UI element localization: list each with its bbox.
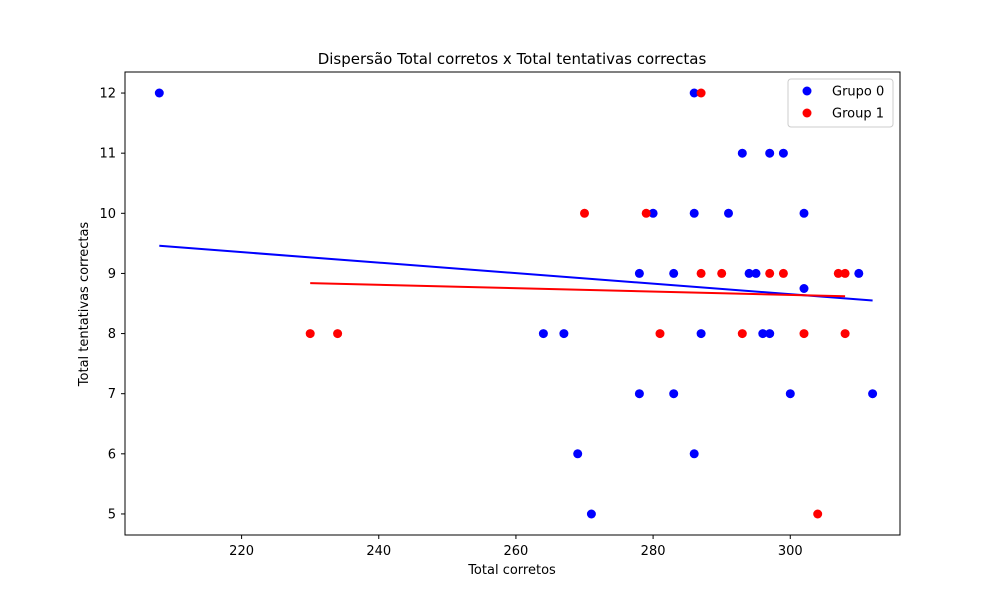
point-series-1-4 <box>717 268 727 278</box>
point-series-0-14 <box>799 284 809 293</box>
point-series-0-24 <box>573 449 583 459</box>
point-series-0-22 <box>785 389 795 399</box>
legend: Grupo 0 Group 1 <box>787 78 894 128</box>
point-series-0-7 <box>724 208 733 218</box>
legend-label-0: Grupo 0 <box>832 85 884 100</box>
chart-title: Dispersão Total corretos x Total tentati… <box>318 50 707 68</box>
point-series-0-11 <box>744 268 754 278</box>
y-axis: 5 6 7 8 9 10 11 12 <box>99 87 125 522</box>
y-axis-title: Total tentativas correctas <box>77 222 92 388</box>
point-series-0-21 <box>669 389 679 399</box>
point-series-1-2 <box>641 208 651 218</box>
point-series-1-1 <box>580 208 589 218</box>
point-series-1-9 <box>305 329 315 339</box>
x-tick-label: 240 <box>366 544 391 559</box>
y-tick-label: 12 <box>99 87 116 102</box>
point-series-1-10 <box>333 329 343 339</box>
x-tick-label: 260 <box>504 544 529 559</box>
point-series-0-23 <box>868 389 878 399</box>
point-series-0-15 <box>538 329 548 339</box>
point-series-1-15 <box>813 509 823 519</box>
y-tick-label: 7 <box>108 387 116 402</box>
legend-frame <box>787 78 894 128</box>
point-series-1-11 <box>655 329 665 339</box>
y-tick-label: 5 <box>108 507 116 522</box>
x-tick-label: 280 <box>641 544 666 559</box>
x-tick-label: 300 <box>778 544 803 559</box>
x-tick-label: 220 <box>229 544 254 559</box>
point-series-1-8 <box>840 268 850 278</box>
point-series-0-13 <box>854 268 864 278</box>
y-tick-label: 8 <box>108 327 116 342</box>
plot-frame <box>124 71 901 536</box>
point-series-0-4 <box>778 148 788 158</box>
point-series-0-18 <box>758 329 768 339</box>
legend-marker-1 <box>802 108 812 118</box>
point-series-0-8 <box>799 208 809 218</box>
point-series-1-6 <box>778 268 788 278</box>
point-series-0-9 <box>634 268 644 278</box>
point-series-0-25 <box>689 449 699 459</box>
point-series-0-20 <box>634 389 644 399</box>
point-series-0-10 <box>669 268 679 278</box>
point-series-1-0 <box>696 88 706 98</box>
point-series-0-2 <box>737 148 747 158</box>
point-series-0-12 <box>751 268 761 278</box>
point-series-1-13 <box>799 329 809 339</box>
point-series-0-5 <box>648 208 658 218</box>
point-series-0-19 <box>765 329 775 339</box>
point-series-0-0 <box>154 88 164 98</box>
point-series-1-14 <box>840 329 850 339</box>
legend-marker-0 <box>802 86 812 96</box>
x-axis-title: Total corretos <box>467 563 556 578</box>
point-series-1-7 <box>833 268 843 278</box>
trend-line-series-0 <box>159 244 873 302</box>
trend-line-series-1 <box>310 282 846 298</box>
y-tick-label: 6 <box>108 447 116 462</box>
point-series-0-3 <box>765 148 775 158</box>
point-series-0-26 <box>586 509 596 519</box>
point-series-0-1 <box>689 88 699 98</box>
y-tick-label: 11 <box>99 147 116 162</box>
point-series-0-6 <box>689 208 699 218</box>
plot-area <box>154 88 878 519</box>
point-series-1-3 <box>696 268 706 278</box>
y-tick-label: 10 <box>99 207 116 222</box>
point-series-1-12 <box>737 329 747 339</box>
point-series-0-16 <box>559 329 569 339</box>
x-axis: 220 240 260 280 300 <box>229 535 803 559</box>
point-series-0-17 <box>696 329 706 339</box>
point-series-1-5 <box>765 268 775 278</box>
legend-label-1: Group 1 <box>832 107 884 122</box>
y-tick-label: 9 <box>108 267 116 282</box>
